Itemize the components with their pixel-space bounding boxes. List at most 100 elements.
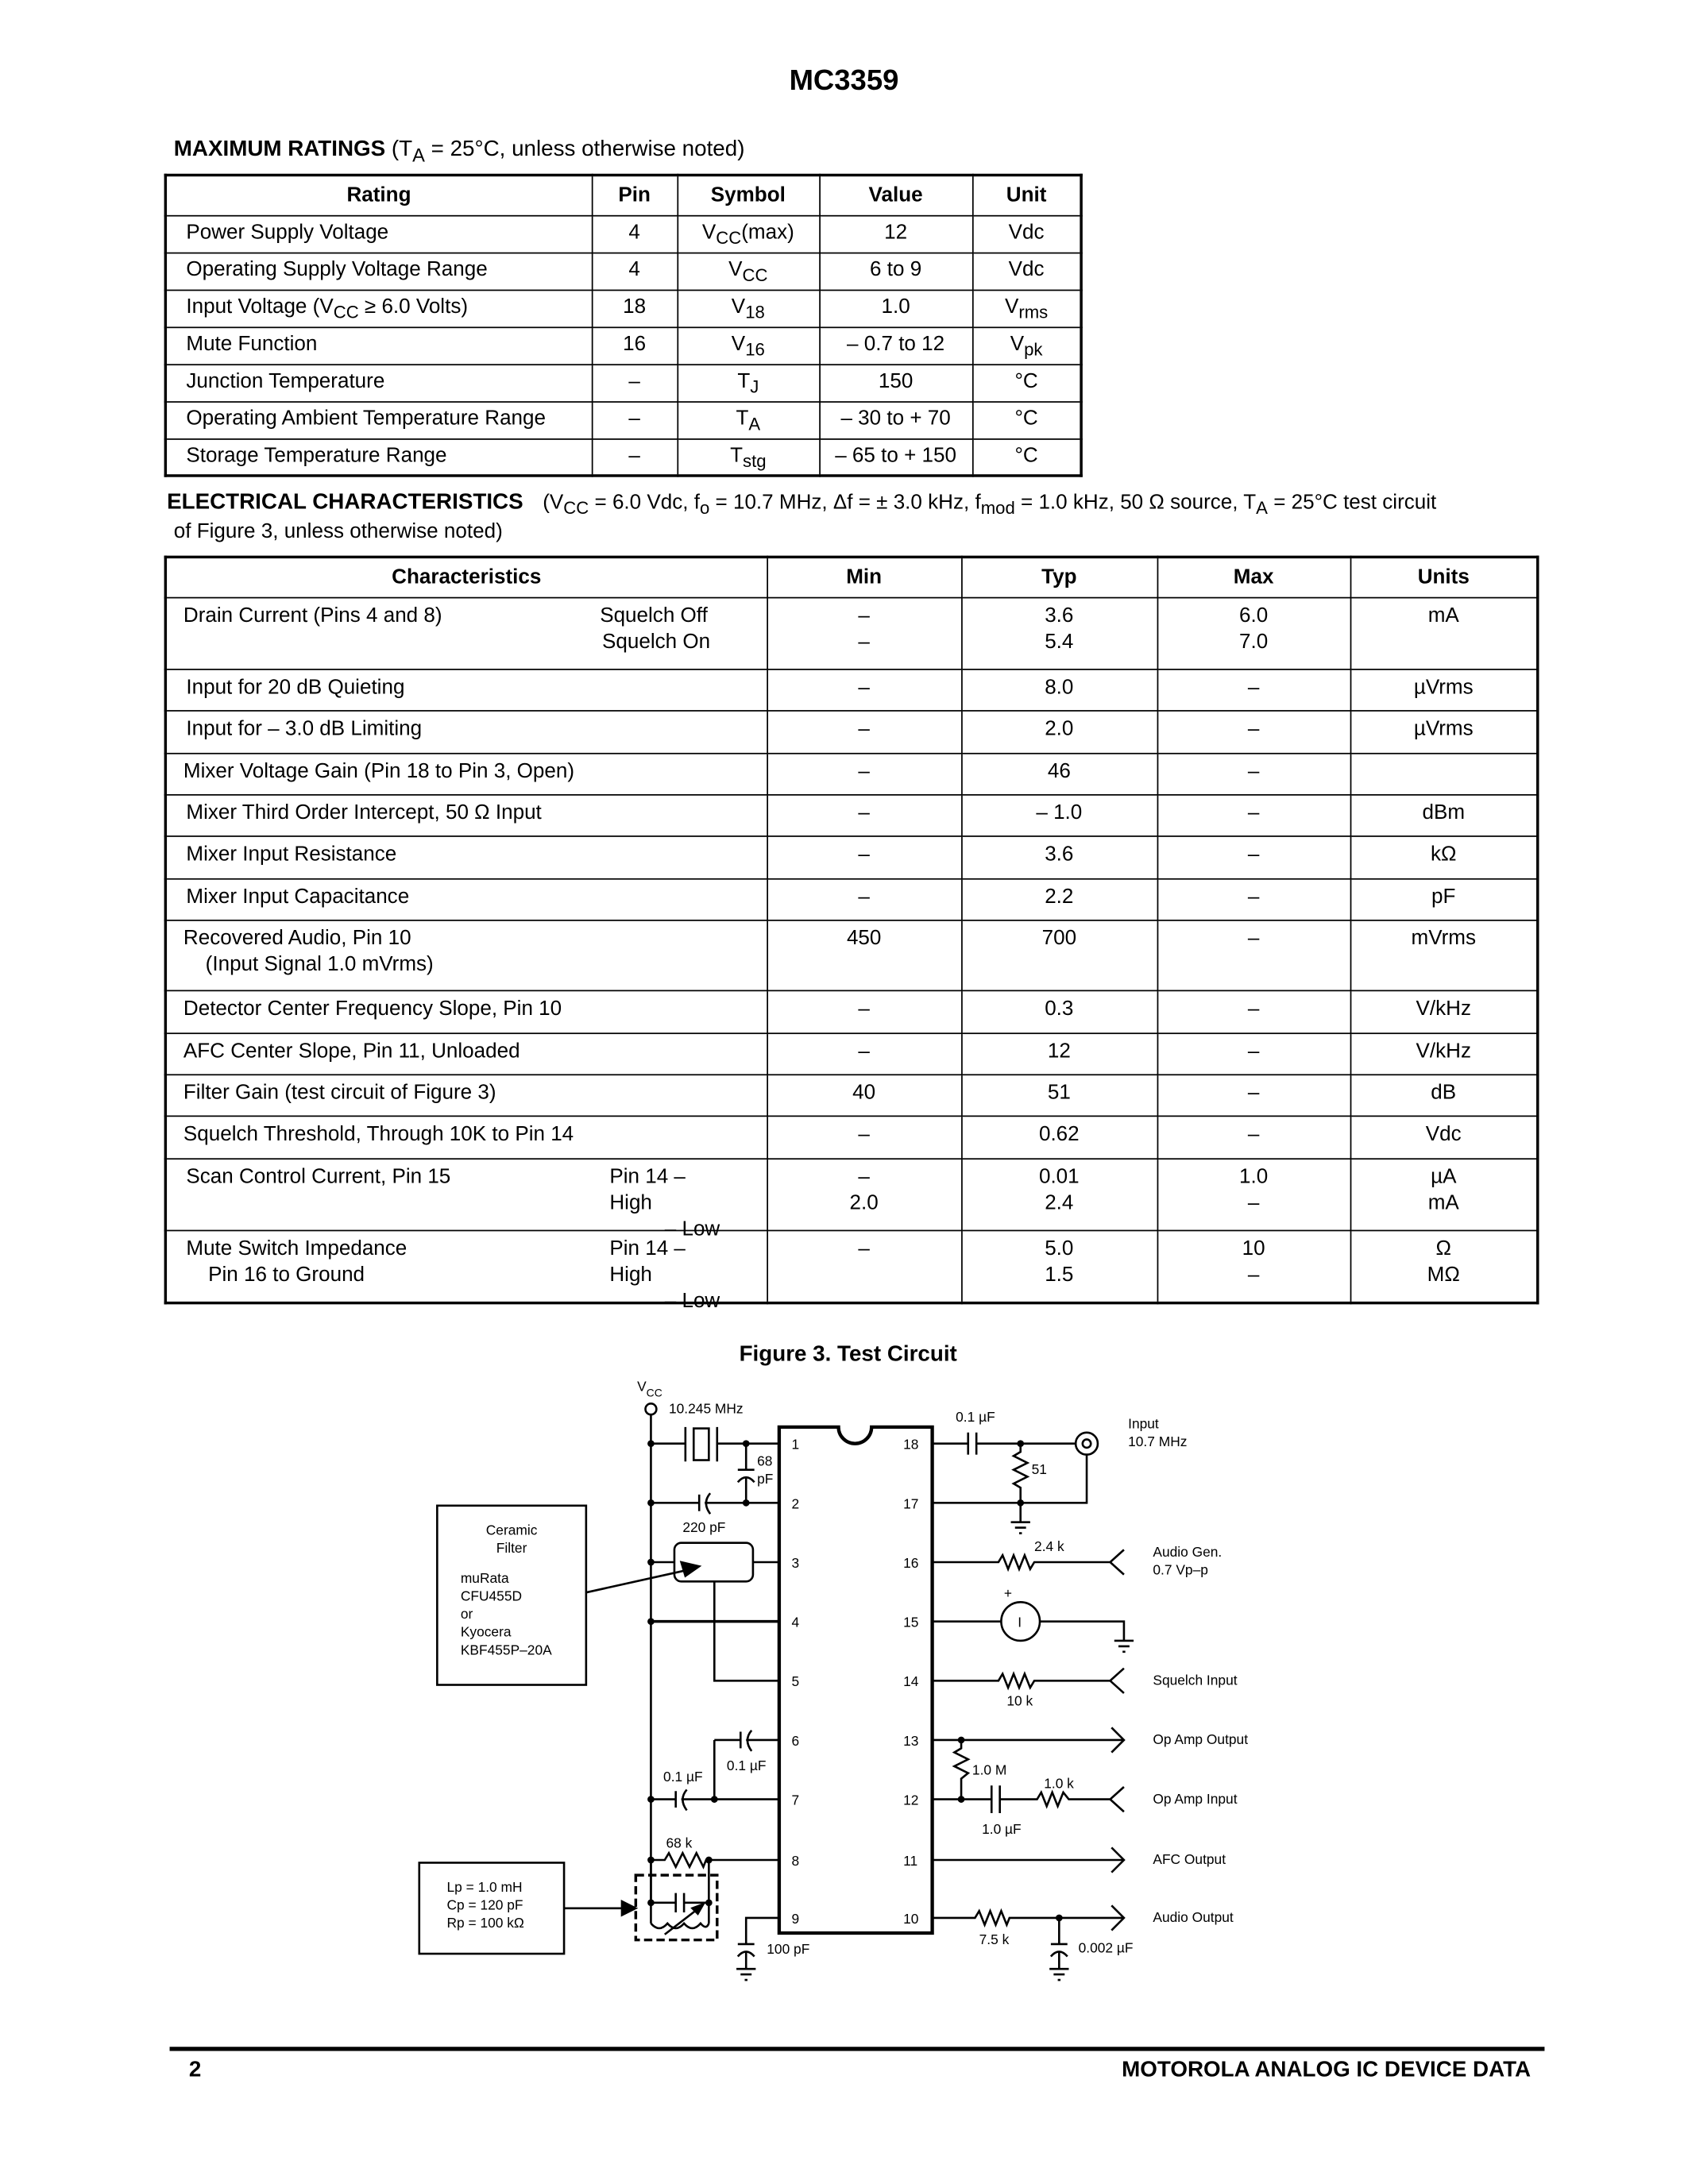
rating-cell: Power Supply Voltage bbox=[164, 214, 593, 253]
characteristic-cell: Filter Gain (test circuit of Figure 3) bbox=[164, 1073, 768, 1117]
table-row: Squelch Threshold, Through 10K to Pin 14… bbox=[164, 1114, 1539, 1160]
typ-cell: 12 bbox=[960, 1032, 1158, 1075]
max-cell: – bbox=[1156, 1114, 1351, 1160]
col-header: Units bbox=[1349, 556, 1539, 598]
pin-number: 2 bbox=[792, 1495, 800, 1511]
cap-pin6-label: 0.1 µF bbox=[727, 1758, 767, 1773]
units-cell: dB bbox=[1349, 1073, 1539, 1117]
res-68k-label: 68 k bbox=[666, 1835, 693, 1850]
coil-pointer-arrow bbox=[564, 1899, 639, 1917]
pin-number: 12 bbox=[903, 1792, 918, 1808]
cap-pin7-label: 0.1 µF bbox=[663, 1769, 703, 1785]
char-name: Mixer Third Order Intercept, 50 Ω Input bbox=[186, 800, 542, 824]
table-row: Scan Control Current, Pin 15 Pin 14 – Hig… bbox=[164, 1157, 1539, 1241]
symbol-cell: Tstg bbox=[676, 438, 821, 477]
characteristic-cell: Input for 20 dB Quieting bbox=[164, 668, 768, 711]
svg-text:Rp = 100 kΩ: Rp = 100 kΩ bbox=[446, 1915, 523, 1931]
cap-1u-label: 1.0 µF bbox=[982, 1821, 1022, 1837]
crystal-label: 10.245 MHz bbox=[669, 1401, 744, 1417]
afc-output-label: AFC Output bbox=[1153, 1851, 1226, 1867]
pointer-arrow bbox=[585, 1561, 702, 1594]
svg-text:CFU455D: CFU455D bbox=[461, 1588, 522, 1604]
ceramic-filter-note-box bbox=[436, 1504, 588, 1686]
min-cell: – bbox=[766, 835, 962, 879]
typ-cell: 46 bbox=[960, 752, 1158, 795]
char-name-line2: Pin 16 to Ground bbox=[208, 1262, 365, 1286]
audio-gen-level: 0.7 Vp–p bbox=[1153, 1562, 1207, 1578]
junction-dots bbox=[647, 1440, 1063, 1922]
capacitor-220pf bbox=[651, 1492, 779, 1515]
rating-cell: Operating Supply Voltage Range bbox=[164, 251, 593, 291]
pin-number: 17 bbox=[903, 1495, 918, 1511]
capacitor-100pf bbox=[736, 1916, 779, 1981]
char-name: Squelch Threshold, Through 10K to Pin 14 bbox=[183, 1121, 574, 1145]
svg-text:Lp = 1.0 mH: Lp = 1.0 mH bbox=[446, 1879, 522, 1895]
units-cell: Vdc bbox=[1349, 1114, 1539, 1160]
capacitor-68pf bbox=[736, 1443, 755, 1503]
units-cell: V/kHz bbox=[1349, 1032, 1539, 1075]
audio-output-line bbox=[932, 1904, 1126, 1981]
afc-output-line bbox=[932, 1846, 1126, 1873]
ceramic-filter bbox=[651, 1542, 779, 1682]
pin-number: 6 bbox=[792, 1733, 800, 1749]
svg-text:or: or bbox=[461, 1606, 473, 1622]
pin-number: 4 bbox=[792, 1615, 800, 1630]
table-row: Operating Ambient Temperature Range – TA… bbox=[164, 400, 1082, 439]
table-row: Mute Function 16 V16 – 0.7 to 12 Vpk bbox=[164, 326, 1082, 365]
unit-cell: °C bbox=[971, 400, 1082, 439]
characteristic-cell: Mute Switch Impedance Pin 16 to Ground Pin… bbox=[164, 1229, 768, 1312]
coil-spec: Lp = 1.0 mH Cp = 120 pF Rp = 100 kΩ bbox=[446, 1879, 523, 1931]
value-cell: – 65 to + 150 bbox=[818, 438, 973, 477]
res-1m-label: 1.0 M bbox=[972, 1761, 1006, 1777]
typ-cell: 0.62 bbox=[960, 1114, 1158, 1160]
elec-heading: ELECTRICAL CHARACTERISTICS (VCC = 6.0 Vd… bbox=[167, 491, 1436, 516]
char-name: Mute Switch Impedance bbox=[186, 1236, 408, 1260]
capacitor-pin7 bbox=[651, 1788, 779, 1812]
table-row: Input Voltage (VCC ≥ 6.0 Volts) 18 V18 1… bbox=[164, 288, 1082, 328]
table-header-row: Characteristics Min Typ Max Units bbox=[164, 556, 1539, 598]
unit-cell: °C bbox=[971, 438, 1082, 477]
electrical-characteristics-table: Characteristics Min Typ Max Units Drain … bbox=[164, 555, 1539, 1312]
pin-number: 14 bbox=[903, 1673, 919, 1689]
cap-220pf-label: 220 pF bbox=[682, 1519, 725, 1535]
col-header: Rating bbox=[164, 174, 593, 216]
pin-number: 8 bbox=[792, 1853, 800, 1869]
col-header: Symbol bbox=[676, 174, 821, 216]
elec-title: ELECTRICAL CHARACTERISTICS bbox=[167, 491, 523, 515]
capacitor-pin6 bbox=[713, 1729, 779, 1800]
pin-number: 15 bbox=[903, 1615, 918, 1630]
cap-100pf-label: 100 pF bbox=[767, 1941, 809, 1957]
res-51-label: 51 bbox=[1032, 1461, 1047, 1477]
ic-body bbox=[777, 1425, 934, 1935]
typ-cell: 51 bbox=[960, 1073, 1158, 1117]
rating-cell: Operating Ambient Temperature Range bbox=[164, 400, 593, 439]
char-name: Mixer Input Resistance bbox=[186, 841, 397, 866]
max-cell: – bbox=[1156, 709, 1351, 754]
min-cell: – bbox=[766, 1229, 962, 1304]
characteristic-cell: Scan Control Current, Pin 15 Pin 14 – Hig… bbox=[164, 1157, 768, 1241]
value-cell: – 30 to + 70 bbox=[818, 400, 973, 439]
audio-gen-input bbox=[932, 1549, 1125, 1576]
pin-number: 7 bbox=[792, 1792, 800, 1808]
coil-spec-box bbox=[418, 1862, 566, 1955]
col-header: Unit bbox=[971, 174, 1082, 216]
table-row: Input for 20 dB Quieting – 8.0 – µVrms bbox=[164, 668, 1539, 711]
pin-number: 11 bbox=[903, 1853, 917, 1869]
char-name: Input for – 3.0 dB Limiting bbox=[186, 716, 423, 740]
vcc-label: VCC bbox=[637, 1379, 662, 1399]
cap-002u-label: 0.002 µF bbox=[1079, 1939, 1134, 1955]
symbol-cell: TJ bbox=[676, 363, 821, 403]
characteristic-cell: Detector Center Frequency Slope, Pin 10 bbox=[164, 989, 768, 1034]
table-row: Storage Temperature Range – Tstg – 65 to… bbox=[164, 438, 1082, 477]
input-label: Input bbox=[1128, 1416, 1159, 1432]
min-cell: 40 bbox=[766, 1073, 962, 1117]
svg-text:KBF455P–20A: KBF455P–20A bbox=[461, 1642, 552, 1657]
min-cell: 450 bbox=[766, 919, 962, 991]
vcc-terminal bbox=[644, 1403, 658, 1416]
resistor-68k bbox=[651, 1850, 779, 1870]
table-row: Recovered Audio, Pin 10 (Input Signal 1.0… bbox=[164, 919, 1539, 991]
condition: Pin 14 – High – Low bbox=[609, 1236, 720, 1312]
svg-text:Filter: Filter bbox=[496, 1540, 527, 1556]
input-coupling bbox=[932, 1431, 1099, 1534]
